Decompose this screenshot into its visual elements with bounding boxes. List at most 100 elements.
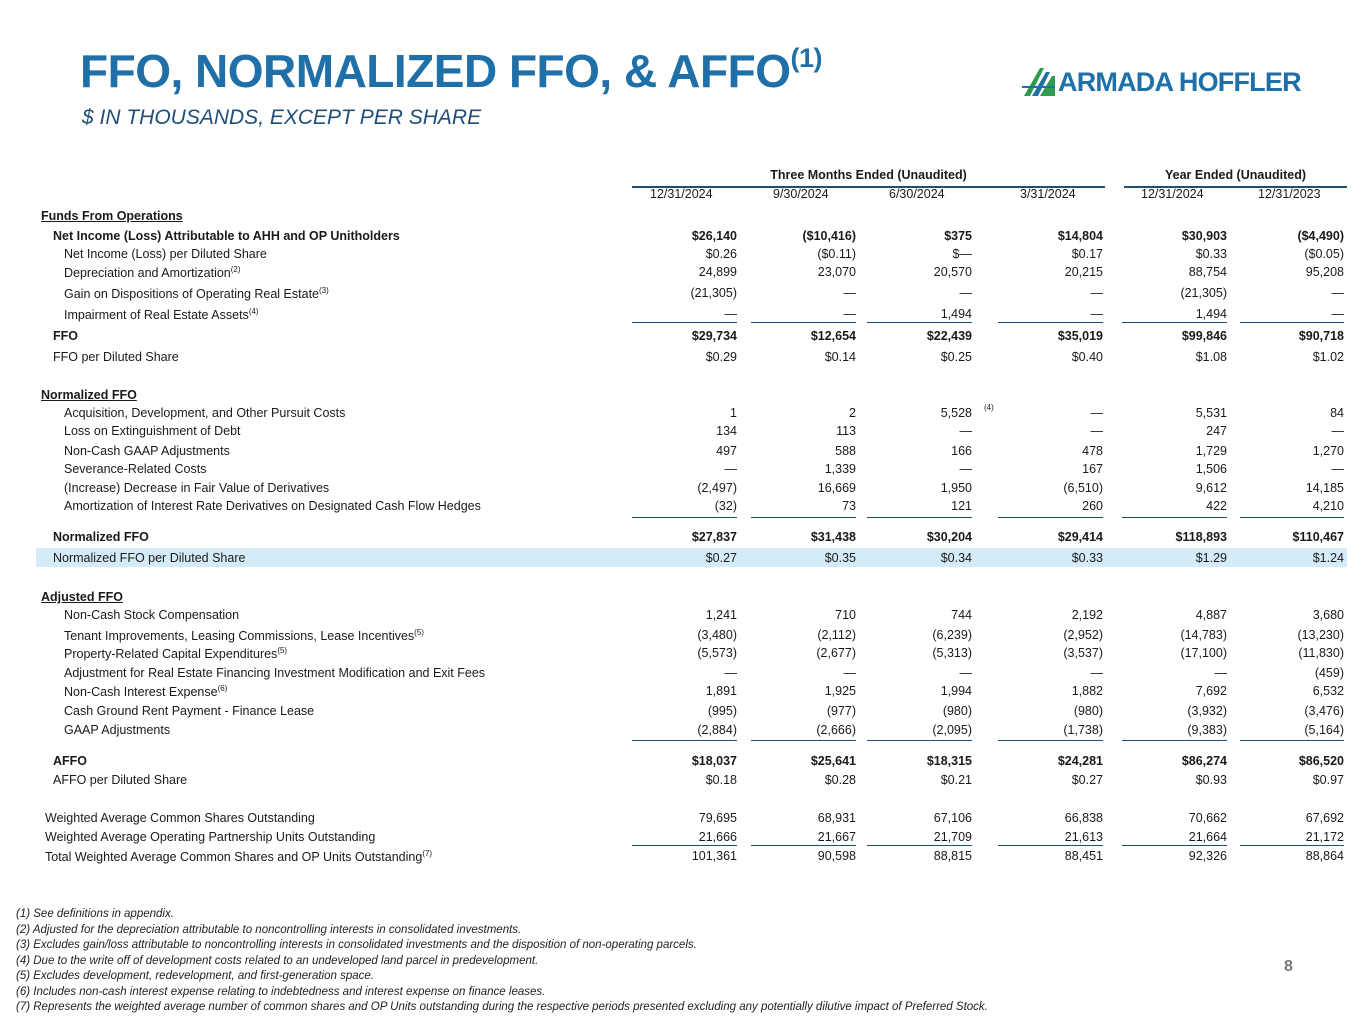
- row-value: (5,573): [697, 646, 737, 660]
- row-value: 113: [836, 424, 856, 438]
- row-value: 2: [849, 406, 856, 420]
- row-label-footnote-mark: (7): [422, 849, 433, 858]
- subtotal-rule: [1122, 517, 1227, 519]
- row-value: 88,815: [933, 849, 972, 863]
- row-value: $30,903: [1181, 229, 1227, 243]
- subtotal-rule: [998, 845, 1103, 847]
- row-value: 21,666: [698, 830, 737, 844]
- row-value: 588: [835, 444, 856, 458]
- row-value: $26,140: [691, 229, 737, 243]
- row-value: 744: [951, 608, 972, 622]
- row-value: 67,106: [933, 811, 972, 825]
- row-value: $30,204: [926, 530, 972, 544]
- row-value: (980): [942, 704, 972, 718]
- title-footnote-mark: (1): [790, 42, 822, 73]
- row-value: $18,037: [691, 754, 737, 768]
- subtotal-rule: [751, 740, 856, 742]
- row-value: 1,506: [1195, 462, 1227, 476]
- row-label: AFFO per Diluted Share: [53, 773, 188, 787]
- row-value: 21,172: [1305, 830, 1344, 844]
- table-row: Normalized FFO $27,837 $31,438 $30,204 $29,4…: [0, 528, 1365, 547]
- row-label: AFFO: [53, 754, 88, 768]
- row-value: $0.25: [940, 350, 972, 364]
- row-value: —: [1090, 307, 1104, 321]
- footnote-2: (2) Adjusted for the depreciation attrib…: [16, 923, 522, 936]
- row-value: $86,274: [1181, 754, 1227, 768]
- row-value: $0.21: [940, 773, 972, 787]
- row-value: 3,680: [1312, 608, 1344, 622]
- row-label: Impairment of Real Estate Assets(4): [64, 307, 259, 323]
- table-row: Weighted Average Operating Partnership U…: [0, 828, 1365, 847]
- row-value: $0.29: [705, 350, 737, 364]
- subtotal-rule: [1240, 517, 1344, 519]
- row-value: —: [1090, 666, 1104, 680]
- row-value: $0.33: [1071, 551, 1103, 565]
- row-value: (1,738): [1063, 723, 1103, 737]
- row-value: 2,192: [1071, 608, 1103, 622]
- row-label-footnote-mark: (4): [248, 307, 259, 316]
- row-value: $0.27: [1071, 773, 1103, 787]
- row-value: 166: [951, 444, 972, 458]
- row-value: (21,305): [690, 286, 737, 300]
- row-label: Non-Cash Interest Expense(6): [64, 684, 228, 700]
- page-title-text: FFO, NORMALIZED FFO, & AFFO: [80, 45, 791, 97]
- row-value: 247: [1206, 424, 1227, 438]
- subtotal-rule: [751, 322, 856, 324]
- row-value: $90,718: [1298, 329, 1344, 343]
- row-value: 9,612: [1195, 481, 1227, 495]
- row-value: ($0.05): [1304, 247, 1344, 261]
- column-header-q4-2024: 12/31/2024: [650, 187, 713, 201]
- row-value: 21,613: [1064, 830, 1103, 844]
- subtotal-rule: [998, 740, 1103, 742]
- armada-hoffler-logo: ARMADA HOFFLER: [1022, 64, 1302, 100]
- row-value: 101,361: [691, 849, 737, 863]
- row-value: —: [1090, 406, 1104, 420]
- table-row: AFFO per Diluted Share $0.18 $0.28 $0.21 $0.…: [0, 771, 1365, 790]
- row-value: (5,164): [1304, 723, 1344, 737]
- column-header-fy-2023: 12/31/2023: [1258, 187, 1321, 201]
- highlight-row-band: [36, 548, 1347, 567]
- row-value: —: [959, 666, 973, 680]
- table-row: Amortization of Interest Rate Derivative…: [0, 497, 1365, 516]
- table-row: (Increase) Decrease in Fair Value of Der…: [0, 479, 1365, 498]
- row-label: Net Income (Loss) Attributable to AHH an…: [53, 229, 400, 243]
- table-row: Normalized FFO: [0, 386, 1365, 405]
- row-value: $1.29: [1195, 551, 1227, 565]
- subtotal-rule: [1122, 322, 1227, 324]
- row-value: 88,864: [1305, 849, 1344, 863]
- row-value: (3,932): [1187, 704, 1227, 718]
- row-value: (14,783): [1180, 628, 1227, 642]
- subtotal-rule: [751, 845, 856, 847]
- row-value: $1.24: [1312, 551, 1344, 565]
- table-row: Depreciation and Amortization(2) 24,899 23…: [0, 263, 1365, 282]
- row-value: —: [724, 307, 738, 321]
- row-label: Gain on Dispositions of Operating Real E…: [64, 286, 329, 302]
- subtotal-rule: [632, 322, 737, 324]
- row-value: $0.17: [1071, 247, 1103, 261]
- row-value: 92,326: [1188, 849, 1227, 863]
- row-value: 14,185: [1305, 481, 1344, 495]
- row-value: $31,438: [810, 530, 856, 544]
- row-value: (32): [714, 499, 737, 513]
- subtotal-rule: [1122, 740, 1227, 742]
- row-value: —: [724, 666, 738, 680]
- row-value: 1,241: [705, 608, 737, 622]
- row-value: 260: [1082, 499, 1103, 513]
- row-value: 67,692: [1305, 811, 1344, 825]
- table-row: Cash Ground Rent Payment - Finance Lease…: [0, 702, 1365, 721]
- row-value: 21,709: [933, 830, 972, 844]
- row-value: —: [1331, 307, 1345, 321]
- row-value: 5,531: [1195, 406, 1227, 420]
- table-row: Tenant Improvements, Leasing Commissions…: [0, 626, 1365, 645]
- row-label: Loss on Extinguishment of Debt: [64, 424, 241, 438]
- footnote-6: (6) Includes non-cash interest expense r…: [16, 985, 546, 998]
- subtotal-rule: [632, 517, 737, 519]
- row-value: (2,112): [817, 628, 856, 642]
- row-value: $99,846: [1181, 329, 1227, 343]
- table-row: Non-Cash Stock Compensation 1,241 710 744 2,…: [0, 606, 1365, 625]
- table-row: FFO $29,734 $12,654 $22,439 $35,019 $99,846 $9…: [0, 327, 1365, 346]
- row-value: $375: [944, 229, 972, 243]
- row-value: $118,893: [1175, 530, 1227, 544]
- row-value: $0.26: [705, 247, 737, 261]
- group-header-year: Year Ended (Unaudited): [1165, 168, 1306, 182]
